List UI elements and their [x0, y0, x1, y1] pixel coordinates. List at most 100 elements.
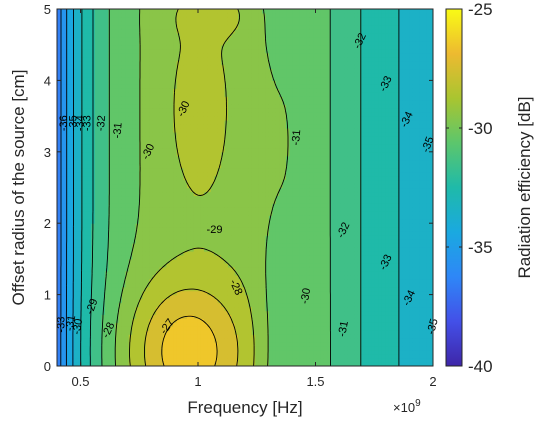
contour-cell: [152, 183, 157, 189]
contour-cell: [149, 270, 154, 276]
contour-cell: [125, 354, 130, 359]
contour-cell: [60, 258, 65, 264]
contour-cell: [80, 298, 85, 304]
contour-cell: [57, 9, 62, 14]
contour-cell: [104, 159, 109, 165]
contour-cell: [94, 84, 99, 89]
contour-cell: [221, 310, 226, 316]
contour-cell: [118, 68, 123, 74]
contour-cell: [63, 128, 68, 133]
contour-cell: [166, 223, 171, 228]
contour-cell: [231, 143, 236, 149]
contour-cell: [118, 56, 123, 62]
contour-cell: [193, 88, 198, 93]
contour-cell: [108, 88, 113, 93]
contour-cell: [180, 80, 185, 85]
contour-cell: [132, 24, 137, 30]
contour-cell: [193, 179, 198, 185]
contour-cell: [87, 326, 92, 331]
contour-cell: [200, 290, 205, 296]
contour-cell: [57, 16, 62, 22]
contour-cell: [70, 211, 75, 216]
contour-cell: [70, 235, 75, 240]
contour-cell: [121, 298, 126, 304]
contour-cell: [203, 116, 208, 121]
contour-cell: [203, 104, 208, 109]
contour-cell: [217, 354, 222, 359]
contour-cell: [121, 207, 126, 212]
contour-cell: [149, 52, 154, 58]
contour-cell: [63, 227, 68, 232]
contour-cell: [183, 358, 188, 363]
contour-cell: [214, 270, 219, 276]
contour-cell: [121, 338, 126, 343]
contour-cell: [156, 310, 161, 316]
contour-cell: [238, 143, 243, 149]
contour-cell: [183, 96, 188, 101]
contour-cell: [57, 239, 62, 244]
contour-cell: [98, 211, 103, 216]
contour-cell: [139, 290, 144, 296]
contour-cell: [152, 191, 157, 197]
contour-cell: [173, 247, 178, 252]
contour-cell: [186, 250, 191, 256]
contour-cell: [111, 338, 116, 343]
contour-cell: [173, 32, 178, 38]
contour-cell: [70, 143, 75, 149]
contour-cell: [84, 239, 89, 244]
contour-cell: [94, 128, 99, 133]
contour-cell: [67, 68, 72, 74]
contour-cell: [149, 354, 154, 359]
contour-cell: [108, 72, 113, 78]
contour-cell: [115, 24, 120, 30]
contour-cell: [121, 334, 126, 339]
contour-cell: [159, 207, 164, 212]
contour-cell: [238, 346, 243, 351]
contour-cell: [193, 322, 198, 327]
contour-cell: [87, 306, 92, 312]
contour-cell: [111, 199, 116, 204]
contour-cell: [111, 139, 116, 145]
contour-cell: [241, 266, 246, 272]
contour-cell: [135, 151, 140, 157]
contour-cell: [139, 36, 144, 42]
contour-cell: [101, 250, 106, 256]
contour-cell: [77, 243, 82, 248]
contour-cell: [70, 96, 75, 101]
contour-cell: [118, 243, 123, 248]
contour-cell: [210, 207, 215, 212]
contour-cell: [60, 278, 65, 284]
contour-cell: [70, 56, 75, 62]
contour-cell: [190, 294, 195, 300]
contour-cell: [193, 96, 198, 101]
contour-cell: [111, 258, 116, 264]
contour-cell: [227, 56, 232, 62]
contour-cell: [180, 322, 185, 327]
contour-cell: [128, 32, 133, 38]
contour-cell: [210, 231, 215, 236]
contour-cell: [234, 48, 239, 54]
contour-cell: [67, 159, 72, 165]
contour-cell: [227, 175, 232, 181]
contour-cell: [200, 310, 205, 316]
contour-cell: [149, 266, 154, 272]
contour-cell: [203, 143, 208, 149]
contour-cell: [104, 143, 109, 149]
contour-cell: [197, 346, 202, 351]
contour-cell: [207, 270, 212, 276]
contour-cell: [156, 56, 161, 62]
contour-cell: [60, 207, 65, 212]
contour-cell: [80, 223, 85, 228]
contour-cell: [84, 231, 89, 236]
contour-cell: [145, 314, 150, 319]
contour-cell: [169, 191, 174, 197]
contour-cell: [77, 175, 82, 181]
contour-cell: [132, 290, 137, 296]
contour-cell: [193, 124, 198, 129]
contour-cell: [197, 151, 202, 157]
contour-cell: [197, 76, 202, 81]
contour-cell: [224, 16, 229, 22]
contour-cell: [227, 9, 232, 14]
contour-cell: [63, 68, 68, 74]
contour-cell: [84, 76, 89, 81]
